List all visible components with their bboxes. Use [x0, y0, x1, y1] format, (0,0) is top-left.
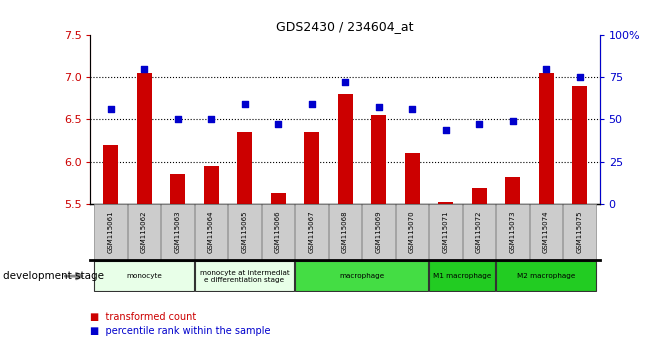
- Bar: [396, 204, 428, 259]
- Point: [239, 102, 250, 107]
- Text: ■  percentile rank within the sample: ■ percentile rank within the sample: [90, 326, 271, 336]
- Point: [474, 121, 484, 126]
- Text: ■  transformed count: ■ transformed count: [90, 312, 197, 322]
- Bar: [429, 261, 495, 291]
- Bar: [563, 204, 596, 259]
- Text: GSM115070: GSM115070: [409, 211, 415, 253]
- Text: GSM115069: GSM115069: [376, 211, 381, 253]
- Bar: [505, 177, 520, 204]
- Bar: [530, 204, 562, 259]
- Bar: [94, 204, 127, 259]
- Bar: [170, 174, 185, 204]
- Point: [507, 118, 518, 124]
- Bar: [304, 132, 319, 204]
- Text: GSM115074: GSM115074: [543, 211, 549, 253]
- Point: [373, 104, 384, 110]
- Bar: [204, 166, 218, 204]
- Point: [407, 107, 417, 112]
- Title: GDS2430 / 234604_at: GDS2430 / 234604_at: [276, 20, 414, 33]
- Point: [273, 121, 283, 126]
- Point: [172, 117, 183, 122]
- Text: GSM115063: GSM115063: [175, 211, 180, 253]
- Text: monocyte: monocyte: [126, 273, 162, 279]
- Point: [541, 66, 551, 72]
- Bar: [463, 204, 495, 259]
- Point: [206, 117, 216, 122]
- Bar: [472, 188, 486, 204]
- Text: GSM115073: GSM115073: [510, 211, 515, 253]
- Bar: [539, 73, 553, 204]
- Text: GSM115064: GSM115064: [208, 211, 214, 253]
- Bar: [496, 261, 596, 291]
- Bar: [237, 132, 252, 204]
- Bar: [103, 145, 118, 204]
- Text: M1 macrophage: M1 macrophage: [433, 273, 492, 279]
- Bar: [405, 153, 419, 204]
- Text: GSM115066: GSM115066: [275, 211, 281, 253]
- Text: GSM115061: GSM115061: [108, 211, 113, 253]
- Bar: [362, 204, 395, 259]
- Point: [440, 127, 451, 132]
- Bar: [128, 204, 160, 259]
- Bar: [329, 204, 361, 259]
- Bar: [262, 204, 294, 259]
- Point: [306, 102, 317, 107]
- Bar: [496, 204, 529, 259]
- Text: M2 macrophage: M2 macrophage: [517, 273, 576, 279]
- Text: monocyte at intermediat
e differentiation stage: monocyte at intermediat e differentiatio…: [200, 270, 289, 282]
- Bar: [137, 73, 151, 204]
- Bar: [195, 261, 294, 291]
- Text: GSM115071: GSM115071: [443, 211, 448, 253]
- Bar: [195, 204, 227, 259]
- Bar: [338, 94, 352, 204]
- Text: development stage: development stage: [3, 271, 105, 281]
- Text: GSM115075: GSM115075: [577, 211, 582, 253]
- Text: GSM115065: GSM115065: [242, 211, 247, 253]
- Bar: [228, 204, 261, 259]
- Text: macrophage: macrophage: [339, 273, 385, 279]
- Bar: [438, 202, 453, 204]
- Bar: [295, 204, 328, 259]
- Text: GSM115067: GSM115067: [309, 211, 314, 253]
- Bar: [271, 193, 285, 204]
- Text: GSM115072: GSM115072: [476, 211, 482, 253]
- Bar: [371, 115, 386, 204]
- Text: GSM115062: GSM115062: [141, 211, 147, 253]
- Bar: [295, 261, 428, 291]
- Bar: [161, 204, 194, 259]
- Bar: [572, 86, 587, 204]
- Point: [574, 75, 585, 80]
- Point: [340, 79, 350, 85]
- Point: [105, 107, 116, 112]
- Text: GSM115068: GSM115068: [342, 211, 348, 253]
- Bar: [429, 204, 462, 259]
- Bar: [94, 261, 194, 291]
- Point: [139, 66, 149, 72]
